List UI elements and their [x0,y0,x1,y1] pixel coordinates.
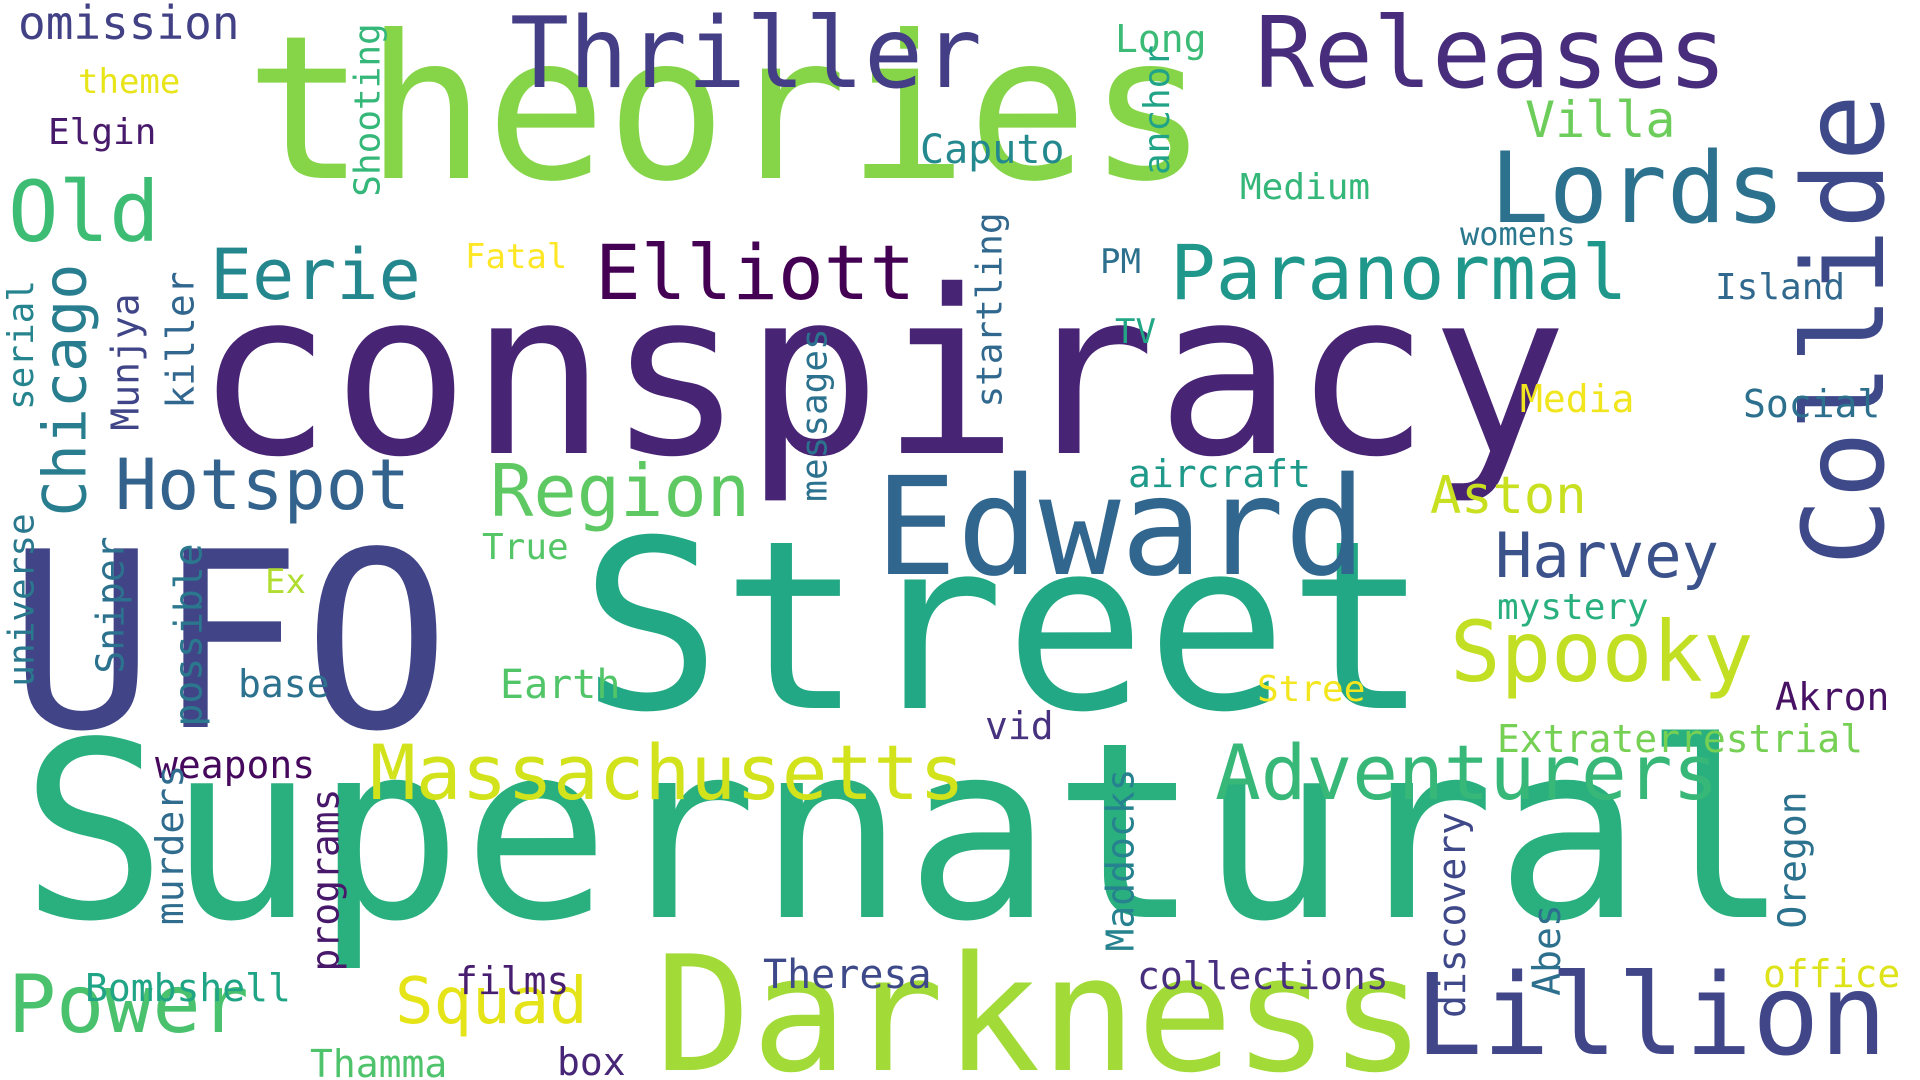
word-releases: Releases [1255,0,1728,111]
word-serial: serial [1,279,43,411]
word-discovery: discovery [1429,812,1474,1018]
word-fatal: Fatal [465,237,568,277]
word-programs: programs [303,788,348,972]
word-eerie: Eerie [210,234,421,316]
word-paranormal: Paranormal [1170,228,1628,317]
word-theresa: Theresa [763,952,932,998]
word-lillion: Lillion [1415,951,1888,1080]
word-elgin: Elgin [48,112,157,153]
word-caputo: Caputo [920,127,1065,173]
word-chicago: Chicago [29,263,100,517]
word-munjya: Munjya [103,293,148,431]
word-old: Old [8,163,160,261]
word-sniper: Sniper [88,536,133,674]
word-shooting: Shooting [347,23,389,197]
word-hotspot: Hotspot [115,444,411,526]
word-thamma: Thamma [310,1042,448,1080]
word-theme: theme [78,62,181,102]
word-street: Street [580,491,1429,764]
word-harvey: Harvey [1495,519,1719,592]
word-mystery: mystery [1497,587,1649,628]
word-box: box [557,1040,626,1080]
word-spooky: Spooky [1450,603,1754,701]
word-power: Power [8,958,249,1051]
word-universe: universe [1,513,43,687]
word-office: office [1763,952,1901,996]
word-thriller: Thriller [510,0,983,111]
word-region: Region [490,449,751,533]
word-earth: Earth [500,662,621,708]
word-adventurers: Adventurers [1215,728,1719,817]
word-island: Island [1715,267,1846,308]
word-collections: collections [1137,954,1389,998]
word-aircraft: aircraft [1128,452,1312,496]
word-vid: vid [985,704,1054,748]
word-akron: Akron [1775,675,1890,719]
word-collide: Collide [1780,93,1911,567]
word-social: Social [1743,382,1881,426]
word-bombshell: Bombshell [85,966,291,1010]
word-aston: Aston [1430,466,1587,526]
word-oregon: Oregon [1770,791,1815,929]
word-massachusetts: Massachusetts [370,728,965,817]
word-possible: possible [166,543,211,727]
word-extraterrestrial: Extraterrestrial [1497,717,1864,761]
word-ex: Ex [265,562,306,602]
word-squad: Squad [395,965,588,1039]
word-womens: womens [1460,215,1576,253]
word-elliott: Elliott [595,228,916,317]
word-omission: omission [18,0,240,50]
word-messages: messages [794,328,836,502]
word-ufo: UFO [8,500,451,785]
word-pm: PM [1100,242,1141,282]
word-darkness: Darkness [655,921,1426,1080]
word-medium: Medium [1240,167,1371,208]
word-true: True [482,527,569,568]
word-villa: Villa [1525,91,1676,149]
word-weapons: weapons [155,743,316,787]
word-stree: Stree [1257,669,1366,710]
word-anchor: anchor [1137,44,1179,176]
word-media: Media [1520,377,1635,421]
word-conspiracy: conspiracy [195,241,1568,507]
word-films: films [455,959,570,1003]
word-startling: startling [969,212,1011,408]
word-lords: Lords [1490,132,1786,246]
word-abes: Abes [1524,904,1569,996]
word-base: base [238,662,330,706]
word-murders: murders [148,764,193,926]
word-tv: TV [1115,312,1156,352]
word-maddocks: Maddocks [1098,768,1143,952]
word-long: Long [1115,17,1207,61]
word-killer: killer [158,271,203,409]
word-edward: Edward [875,449,1367,607]
word-supernatural: Supernatural [20,690,1791,975]
word-theories: theories [245,0,1209,226]
